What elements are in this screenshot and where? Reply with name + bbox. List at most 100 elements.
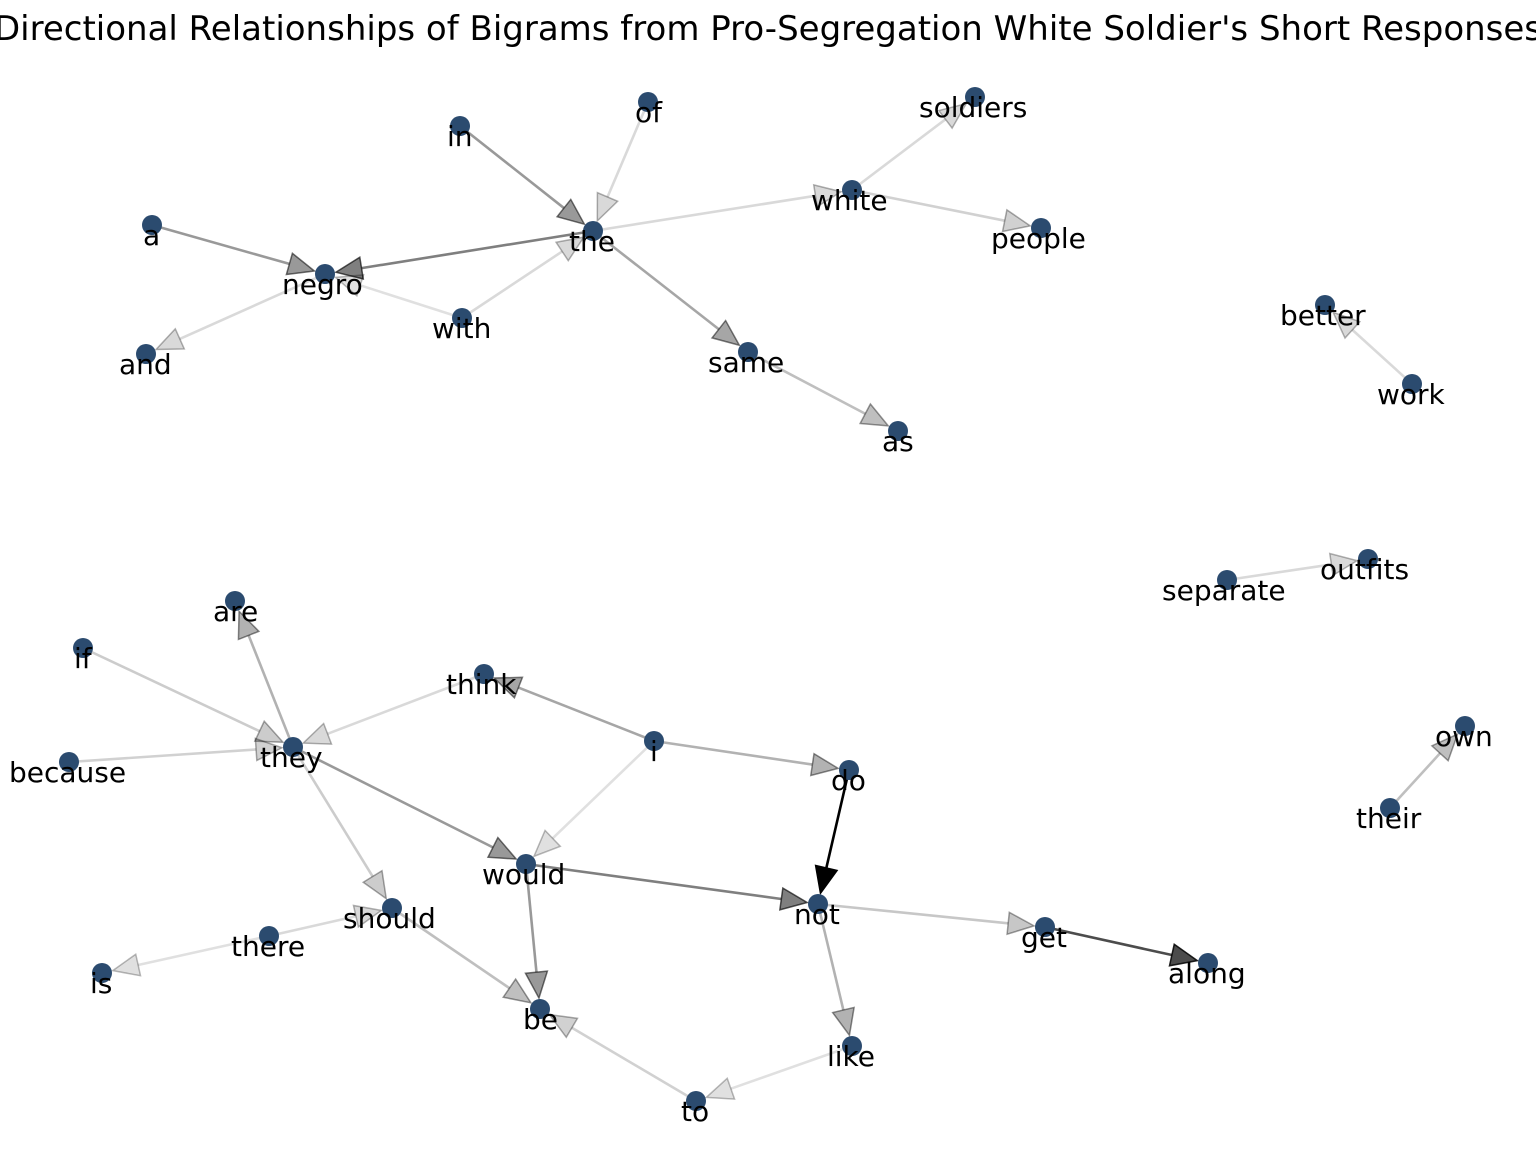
edge-i-think-arrowhead bbox=[492, 676, 524, 700]
node-in bbox=[450, 116, 470, 136]
node-label-think: think bbox=[446, 668, 517, 701]
edge-because-they-arrowhead bbox=[254, 737, 284, 762]
edge-not-like-line bbox=[816, 903, 845, 1011]
edge-would-not-line bbox=[525, 862, 782, 901]
labels-layer: in of soldiers white a the people negro with and s… bbox=[9, 91, 1493, 1128]
node-label-because: because bbox=[9, 756, 126, 789]
node-and bbox=[136, 344, 156, 364]
edge-white-people-arrowhead bbox=[1001, 208, 1033, 233]
edge-not-get-line bbox=[817, 902, 1009, 925]
node-label-with: with bbox=[432, 312, 491, 345]
node-not bbox=[808, 894, 828, 914]
node-should bbox=[382, 898, 402, 918]
node-label-is: is bbox=[90, 967, 112, 1000]
node-with bbox=[452, 308, 472, 328]
edge-like-to bbox=[704, 1044, 853, 1100]
edge-same-as bbox=[747, 350, 890, 427]
node-their bbox=[1380, 798, 1400, 818]
edge-same-as-line bbox=[747, 350, 866, 415]
node-as bbox=[888, 421, 908, 441]
edge-because-they-line bbox=[68, 748, 257, 764]
node-label-get: get bbox=[1021, 921, 1067, 954]
edge-in-the-line bbox=[459, 124, 565, 210]
node-label-same: same bbox=[708, 346, 784, 379]
edge-they-are-line bbox=[247, 634, 295, 748]
edge-would-not bbox=[525, 862, 810, 911]
edge-think-they-arrowhead bbox=[301, 722, 333, 745]
node-label-to: to bbox=[681, 1095, 709, 1128]
edge-with-the-arrowhead bbox=[554, 236, 586, 262]
node-the bbox=[583, 221, 603, 241]
edge-if-they-arrowhead bbox=[253, 719, 285, 744]
node-label-do: do bbox=[831, 764, 866, 797]
edge-not-like bbox=[816, 903, 856, 1038]
edge-there-is bbox=[110, 934, 270, 977]
node-label-work: work bbox=[1377, 378, 1446, 411]
node-work bbox=[1402, 374, 1422, 394]
edge-to-be-arrowhead bbox=[547, 1013, 579, 1039]
edge-i-do-arrowhead bbox=[809, 752, 841, 777]
edge-i-do-line bbox=[653, 739, 813, 766]
edge-with-the bbox=[461, 236, 586, 320]
node-of bbox=[638, 92, 658, 112]
node-label-in: in bbox=[447, 120, 473, 153]
edge-in-the bbox=[459, 124, 586, 226]
node-label-people: people bbox=[991, 222, 1086, 255]
edge-their-own-line bbox=[1389, 752, 1441, 809]
edge-to-be-line bbox=[571, 1026, 697, 1103]
node-is bbox=[92, 963, 112, 983]
edge-not-get bbox=[817, 902, 1036, 936]
edge-of-the-line bbox=[606, 101, 650, 198]
edge-there-should-arrowhead bbox=[352, 904, 384, 929]
edge-i-think-line bbox=[517, 686, 655, 743]
edge-they-are bbox=[237, 609, 295, 748]
edge-with-negro bbox=[333, 273, 463, 320]
edge-a-negro-arrowhead bbox=[285, 252, 317, 276]
node-label-their: their bbox=[1356, 802, 1422, 835]
edge-a-negro-line bbox=[151, 223, 290, 266]
edge-would-be-arrowhead bbox=[524, 970, 549, 1000]
edge-the-same-line bbox=[592, 229, 720, 331]
edge-like-to-line bbox=[730, 1044, 853, 1090]
edge-the-white-line bbox=[592, 194, 816, 233]
graph-title: Directional Relationships of Bigrams fro… bbox=[0, 9, 1536, 49]
edge-to-be bbox=[547, 1013, 697, 1103]
edge-with-negro-line bbox=[359, 284, 463, 320]
edge-because-they bbox=[68, 737, 284, 764]
edge-negro-and-arrowhead bbox=[154, 327, 186, 351]
node-outfits bbox=[1358, 549, 1378, 569]
edge-there-is-arrowhead bbox=[110, 952, 142, 977]
node-people bbox=[1031, 218, 1051, 238]
edge-the-negro bbox=[333, 229, 594, 280]
edge-do-not bbox=[814, 769, 851, 896]
edge-their-own-arrowhead bbox=[1430, 732, 1459, 763]
edge-separate-outfits-arrowhead bbox=[1328, 552, 1360, 577]
node-better bbox=[1315, 295, 1335, 315]
edge-i-would-arrowhead bbox=[532, 829, 562, 858]
node-label-a: a bbox=[143, 219, 160, 252]
edge-they-would-arrowhead bbox=[486, 836, 518, 860]
edge-separate-outfits bbox=[1226, 552, 1360, 582]
edge-they-are-arrowhead bbox=[237, 609, 261, 641]
node-think bbox=[474, 664, 494, 684]
edge-work-better bbox=[1331, 311, 1413, 385]
edge-not-like-arrowhead bbox=[831, 1006, 856, 1038]
node-if bbox=[73, 638, 93, 658]
node-label-they: they bbox=[260, 741, 323, 774]
edges-layer bbox=[68, 101, 1459, 1103]
edge-white-soldiers-arrowhead bbox=[937, 102, 968, 130]
edge-the-white bbox=[592, 183, 844, 233]
edge-would-not-arrowhead bbox=[778, 886, 810, 911]
edge-do-not-line bbox=[825, 769, 851, 869]
edge-the-same bbox=[592, 229, 741, 347]
node-label-better: better bbox=[1280, 299, 1366, 332]
node-label-there: there bbox=[231, 930, 305, 963]
node-they bbox=[283, 737, 303, 757]
edge-the-same-arrowhead bbox=[710, 319, 741, 347]
node-a bbox=[142, 215, 162, 235]
edge-the-negro-arrowhead bbox=[333, 256, 365, 280]
edge-work-better-arrowhead bbox=[1331, 311, 1362, 340]
node-label-outfits: outfits bbox=[1320, 553, 1409, 586]
edge-they-would bbox=[292, 745, 518, 860]
node-soldiers bbox=[965, 87, 985, 107]
